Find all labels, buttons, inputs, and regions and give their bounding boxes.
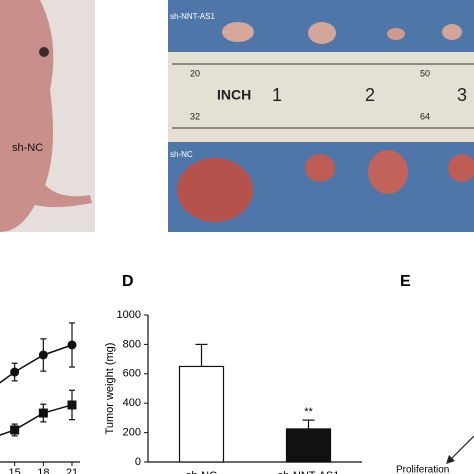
marker <box>38 350 48 360</box>
photo-label: sh-NC <box>12 142 43 154</box>
tumor <box>387 28 405 40</box>
x-tick-label: sh-NNT-AS1 <box>278 470 340 474</box>
tumor <box>368 150 408 194</box>
photo-label: sh-NC <box>170 150 193 159</box>
significance: ** <box>304 406 313 418</box>
tumor <box>448 154 474 182</box>
x-tick-label: 18 <box>37 467 49 474</box>
tumor <box>222 22 254 42</box>
ruler-mark: 1 <box>272 85 282 105</box>
panel-label: E <box>400 273 411 290</box>
panel-label: D <box>122 273 134 290</box>
marker <box>67 400 77 410</box>
line <box>0 404 73 436</box>
tumor <box>308 22 336 44</box>
bar <box>178 365 225 463</box>
y-tick-label: 0 <box>135 456 141 468</box>
ruler-mark: 64 <box>420 111 430 121</box>
panel-text: Proliferation <box>396 465 449 474</box>
ruler-mark: 32 <box>190 111 200 121</box>
arrow <box>447 435 474 463</box>
marker <box>10 425 20 435</box>
arrow-head <box>446 455 455 464</box>
x-tick-label: 15 <box>9 467 21 474</box>
x-tick-label: sh-NC <box>186 470 217 474</box>
photo-label: sh-NNT-AS1 <box>170 12 215 21</box>
bar <box>285 428 332 463</box>
tumor <box>442 24 462 40</box>
marker <box>67 340 77 350</box>
y-tick-label: 800 <box>123 338 141 350</box>
ruler-mark: 2 <box>365 85 375 105</box>
ruler-mark: 3 <box>457 85 467 105</box>
x-tick-label: 21 <box>66 467 78 474</box>
y-axis-label: Tumor weight (mg) <box>104 343 116 435</box>
y-tick-label: 600 <box>123 368 141 380</box>
mouse-ear <box>39 47 49 57</box>
marker <box>38 408 48 418</box>
ruler-mark: 50 <box>420 68 430 78</box>
y-tick-label: 200 <box>123 427 141 439</box>
line <box>0 344 73 384</box>
ruler-mark: 20 <box>190 68 200 78</box>
ruler-unit: INCH <box>217 87 251 103</box>
mouse-body <box>0 0 92 232</box>
ruler <box>168 52 474 142</box>
tumor <box>177 158 253 222</box>
y-tick-label: 1000 <box>117 309 141 321</box>
tumor <box>305 154 335 182</box>
y-tick-label: 400 <box>123 397 141 409</box>
marker <box>10 367 20 377</box>
